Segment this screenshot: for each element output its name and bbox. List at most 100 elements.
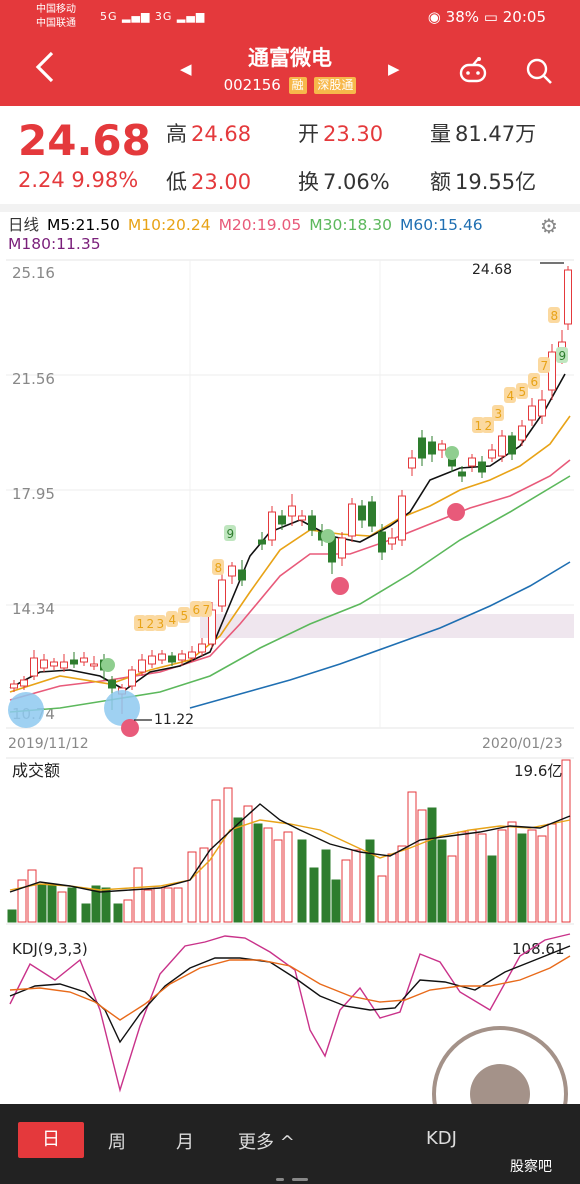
carrier-info: 中国移动 中国联通 (36, 3, 76, 31)
date-start: 2019/11/12 (8, 736, 89, 752)
volume-bar (283, 831, 293, 923)
volume-bar (407, 791, 417, 923)
kline-chart[interactable]: 25.16 21.56 17.95 14.34 10.74 1234567891… (0, 240, 580, 1104)
amount-label: 额 (430, 170, 451, 194)
candle-body (238, 569, 246, 581)
clock: 20:05 (502, 8, 546, 26)
ma60-line (9, 475, 571, 713)
volume-bar (437, 839, 447, 923)
volume-bar (537, 835, 547, 923)
last-price: 24.68 (18, 116, 151, 165)
tab-more[interactable]: 更多 ^ (238, 1132, 295, 1153)
y-label-4: 14.34 (12, 600, 55, 618)
candle-body (50, 661, 58, 667)
signal-counter-bg (556, 347, 568, 363)
search-icon[interactable] (524, 56, 554, 90)
signal-counter-bg (212, 559, 224, 575)
robot-icon[interactable] (458, 56, 488, 88)
signal-counter-text: 9 (559, 349, 567, 363)
signal-counter-badge: 6 (190, 601, 202, 617)
signal-dot-1 (121, 719, 139, 737)
signal-counter-bg (200, 601, 212, 617)
volume-bar (199, 847, 209, 923)
volume-bar (341, 859, 351, 923)
tab-kdj[interactable]: KDJ (426, 1128, 457, 1149)
candle-body (228, 565, 236, 577)
candle-body (298, 515, 306, 521)
candle-body (70, 659, 78, 665)
signal-counter-badge: 7 (538, 357, 550, 373)
candles-group (10, 266, 572, 714)
volume-bar (309, 867, 319, 923)
battery-level: 38% (445, 8, 480, 26)
signal-counter-badge: 1 (134, 615, 146, 631)
gear-icon[interactable]: ⚙ (540, 214, 558, 238)
volume-bar (67, 887, 77, 923)
candle-body (518, 425, 526, 441)
candle-body (428, 441, 436, 455)
volume-bar (351, 849, 361, 923)
candle-body (40, 659, 48, 669)
tab-month[interactable]: 月 (176, 1132, 194, 1153)
signal-counter-badge: 2 (482, 417, 494, 433)
status-bar: 中国移动 中国联通 5G ▂▄▆ 3G ▂▄▆ ◉ 38% ▭ 20:05 (0, 0, 580, 34)
signal-counter-badge: 3 (154, 615, 166, 631)
period-label[interactable]: 日线 (8, 216, 40, 234)
candle-body (488, 449, 496, 459)
resistance-band (200, 614, 574, 638)
volume-bar (365, 839, 375, 923)
signal-counter-badge: 7 (200, 601, 212, 617)
open-cell: 开 23.30 (298, 118, 383, 148)
volume-bar (397, 845, 407, 923)
turnover-label: 换 (298, 170, 319, 194)
candle-body (418, 437, 426, 459)
signal-counter-bg (154, 615, 166, 631)
tab-day[interactable]: 日 (18, 1122, 84, 1158)
volume-bar (37, 883, 47, 923)
signal-counter-bg (166, 611, 178, 627)
signal-dot-4 (101, 658, 115, 672)
candle-body (128, 669, 136, 687)
date-end: 2020/01/23 (482, 736, 563, 752)
volume-bar (561, 759, 571, 923)
high-value: 24.68 (191, 122, 252, 146)
candle-body (158, 653, 166, 661)
signal-counter-bg (190, 601, 202, 617)
prev-stock-icon[interactable]: ◀ (180, 60, 192, 78)
volume-bar (547, 823, 557, 923)
signal-counter-text: 9 (227, 527, 235, 541)
volume-bar (91, 885, 101, 923)
volume-bar (527, 829, 537, 923)
turnover-value: 7.06% (323, 170, 390, 194)
signal-counter-text: 1 (475, 419, 483, 433)
signal-dot-2 (331, 577, 349, 595)
signal-counter-bg (134, 615, 146, 631)
volume-bar (467, 829, 477, 923)
ma180-label: M180:11.35 (8, 235, 101, 253)
ma30-label: M30:18.30 (309, 216, 392, 234)
tab-week[interactable]: 周 (108, 1132, 126, 1153)
volume-bar (497, 829, 507, 923)
volume-label: 成交额 (12, 761, 60, 780)
ma20-label: M20:19.05 (218, 216, 302, 234)
y-label-1: 25.16 (12, 264, 55, 282)
next-stock-icon[interactable]: ▶ (388, 60, 400, 78)
candle-body (508, 435, 516, 455)
signal-counter-text: 5 (181, 609, 189, 623)
volume-bar (387, 853, 397, 923)
margin-badge: 融 (288, 77, 307, 94)
volume-bar (81, 903, 91, 923)
candle-body (168, 655, 176, 663)
stock-code-line: 002156 融 深股通 (0, 76, 580, 94)
signal-counter-bg (472, 417, 484, 433)
candle-body (218, 579, 226, 607)
volume-ma-yellow (9, 819, 571, 891)
signal-counter-text: 8 (215, 561, 223, 575)
y-label-3: 17.95 (12, 485, 55, 503)
signal-bubble-1 (8, 692, 44, 728)
high-label: 高 (166, 122, 187, 146)
back-arrow-icon[interactable] (34, 50, 56, 90)
volume-bar (57, 891, 67, 923)
amount-value: 19.55亿 (455, 170, 537, 194)
